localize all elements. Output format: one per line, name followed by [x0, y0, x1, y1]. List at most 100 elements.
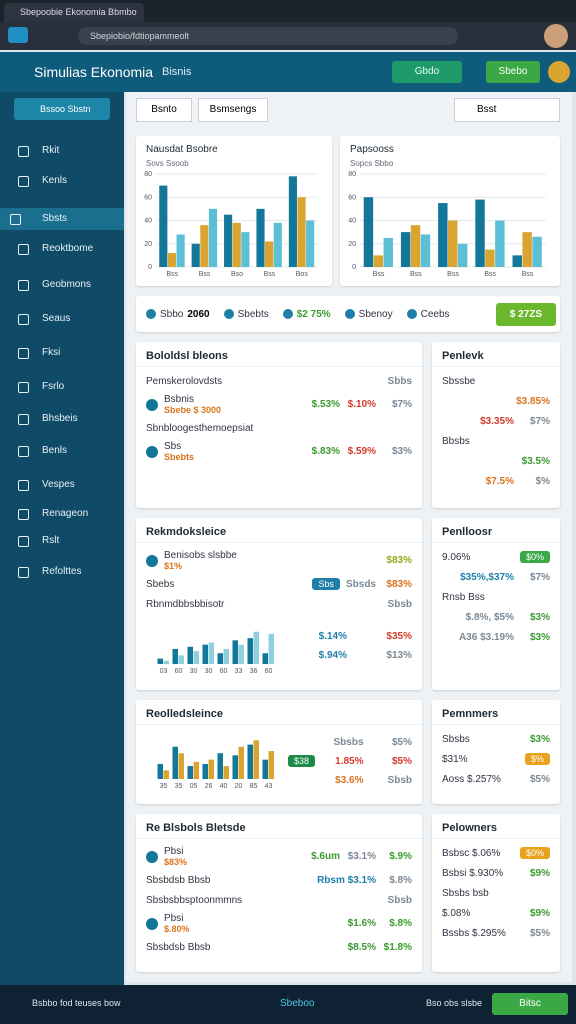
profile[interactable] [544, 24, 568, 48]
bar [268, 633, 274, 664]
bar [256, 208, 265, 267]
value-cell: $3% [391, 446, 412, 457]
bar [223, 766, 229, 779]
app-subtitle: Bisnis [162, 66, 192, 78]
header-button[interactable]: Sbebo [486, 61, 540, 83]
bar [232, 222, 241, 267]
row: Sbsbsbbsptoonmmns Sbsb [136, 890, 422, 910]
row-text: Sbsbs bsb [442, 888, 550, 899]
row-label: Sbs [164, 441, 182, 452]
x-tick-label: Bss [484, 271, 496, 278]
row-label: Aoss $.257% [442, 773, 501, 785]
x-tick-label: Bss [373, 271, 385, 278]
row-text: Bbsbs [442, 436, 550, 447]
stats-button[interactable]: $ 27ZS [495, 302, 556, 326]
bar [178, 655, 184, 664]
row: 03 60 30 30 60 33 36 60 $.14% $35% $.94% $13% [136, 614, 422, 678]
sidebar-item[interactable]: Renageon [8, 503, 120, 525]
bar [232, 755, 238, 779]
bar [238, 746, 244, 779]
row-label: Bssbs $.295% [442, 927, 506, 939]
x-tick-label: 60 [220, 668, 228, 675]
value-cell: $1.8% [383, 941, 412, 953]
y-tick-label: 40 [348, 218, 356, 225]
sidebar-item[interactable]: Vespes [8, 474, 120, 496]
row: Pbsi $83% $.6um $3.1% $.9% [136, 843, 422, 870]
row: Aoss $.257% $5% [432, 769, 560, 789]
bar [247, 744, 253, 779]
row: $3.85% [432, 391, 560, 411]
value-cell: $5% [529, 927, 550, 939]
footer-button[interactable]: Bitsc [492, 993, 568, 1015]
sidebar-item[interactable]: Benls [8, 440, 120, 462]
bar [438, 203, 448, 267]
row-label: Bsbnis [164, 394, 195, 405]
sidebar-item[interactable]: Bhsbeis [8, 408, 120, 430]
bar [420, 234, 431, 267]
url-field[interactable]: Sbepiobio/fdtiopammeolt [78, 27, 458, 45]
search[interactable]: Bsst [454, 98, 560, 122]
stat-icon [344, 309, 355, 319]
x-tick-label: 60 [175, 668, 183, 675]
row-label: Sbebs [146, 578, 175, 590]
value-cell: $.14% [318, 631, 347, 642]
y-tick-label: 40 [144, 218, 152, 225]
row-sub: Sbebe $ 3000 [164, 405, 222, 415]
row: Rnsb Bss [432, 587, 560, 607]
x-tick-label: 05 [190, 783, 198, 790]
row-text: Bsbnis Sbebe $ 3000 [164, 394, 304, 415]
chart-subtitle: Sopcs Sbbo [350, 159, 394, 168]
browser-tab[interactable]: Sbepoobie Ekonomia Bbmbo [4, 3, 144, 22]
row-sub: $.80% [164, 924, 190, 934]
x-tick-label: Bss [166, 271, 178, 278]
row: Pbsi $.80% $1.6% $.8% [136, 910, 422, 937]
stat-icon [282, 309, 293, 319]
stat-label: Sbbo [160, 308, 184, 320]
value-cell: $5% [391, 755, 412, 767]
row-text: Sbsbdsb Bbsb [146, 942, 340, 953]
value-cell: Sbsds [345, 578, 376, 590]
sidebar-item[interactable]: Seaus [8, 308, 120, 330]
bar [238, 644, 244, 664]
avatar[interactable] [548, 61, 570, 83]
row: Bssbs $.295% $5% [432, 923, 560, 943]
value-cell: $83% [386, 555, 412, 566]
row-text: 9.06% [442, 552, 514, 563]
bar [193, 651, 199, 664]
sidebar-item[interactable]: Fsrlo [8, 376, 120, 398]
app-title: Simulias Ekonomia [34, 64, 154, 80]
toolbar-tab[interactable]: Bsnto [136, 98, 192, 122]
menu-button[interactable] [8, 27, 28, 43]
row: Sbsbs $3% [432, 729, 560, 749]
bar [172, 746, 178, 779]
sidebar-primary[interactable]: Bssoo Sbstn [14, 98, 110, 120]
stat-label: Ceebs [420, 308, 450, 320]
sidebar-item[interactable]: Fksi [8, 342, 120, 364]
x-tick-label: Bss [410, 271, 422, 278]
bar [178, 753, 184, 779]
bar [253, 740, 259, 779]
card: Bololdsl bleons Pemskerolovdsts Sbbs Bsbnis… [136, 342, 422, 508]
address-bar: Sbepiobio/fdtiopammeolt [0, 22, 576, 50]
row-label: Bsbsi $.930% [442, 867, 504, 879]
sidebar-item[interactable]: Geobmons [8, 274, 120, 296]
sidebar-item[interactable]: Sbsts [0, 208, 124, 230]
sidebar-item[interactable]: Refolttes [8, 561, 120, 583]
sidebar-item[interactable]: Kenls [8, 170, 120, 192]
card-title: Bololdsl bleons [136, 342, 422, 367]
value-cell: $3% [529, 631, 550, 643]
bar [176, 234, 185, 267]
value-cell: $5% [529, 773, 550, 785]
sidebar-item[interactable]: Rslt [8, 530, 120, 552]
bar [193, 761, 199, 779]
sidebar-item[interactable]: Reoktbome [8, 238, 120, 260]
sidebar-item[interactable]: Rkit [8, 140, 120, 162]
header-button[interactable]: Gbdo [392, 61, 462, 83]
row-text: Rnsb Bss [442, 592, 550, 603]
stat: Sbenoy [344, 309, 393, 320]
row-label: Sbssbe [442, 375, 476, 387]
value-cell: A36 $3.19% [458, 631, 514, 643]
footer-link[interactable]: Sbeboo [280, 998, 315, 1009]
bar [247, 638, 253, 664]
dropdown[interactable]: Bsmsengs [198, 98, 268, 122]
